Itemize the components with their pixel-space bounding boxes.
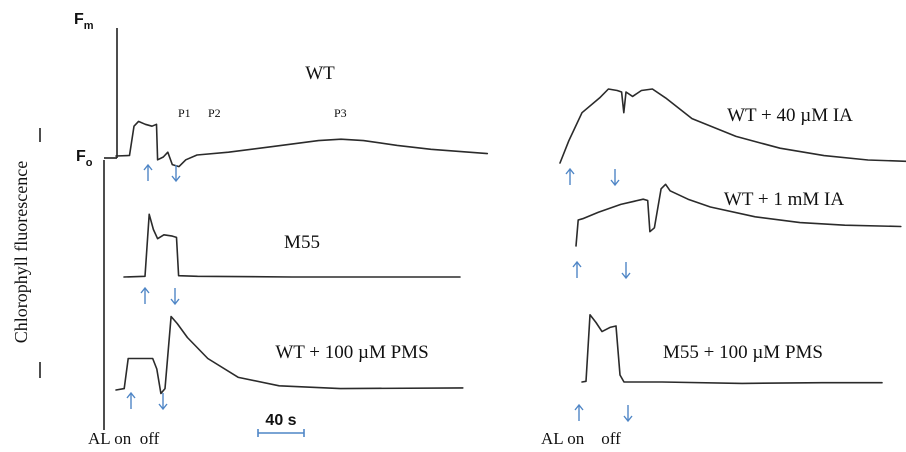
light-label-left: AL on off bbox=[88, 429, 160, 448]
light-off-arrow-m55-pms bbox=[623, 405, 633, 423]
peak-label-p3: P3 bbox=[334, 106, 347, 120]
fo-label: Fo bbox=[76, 148, 93, 169]
trace-m55 bbox=[123, 213, 461, 278]
light-off-arrow-wt-1mia bbox=[621, 262, 631, 280]
trace-wt-pms bbox=[115, 315, 464, 395]
trace-wt-40ia bbox=[559, 88, 906, 164]
light-on-arrow-wt bbox=[143, 163, 153, 181]
peak-label-p1: P1 bbox=[178, 106, 191, 120]
trace-wt bbox=[115, 120, 489, 168]
panel-title-m55-pms: M55 + 100 µM PMS bbox=[663, 342, 823, 363]
arrows-layer bbox=[126, 163, 633, 423]
scale-bar-label: 40 s bbox=[265, 412, 296, 429]
light-on-arrow-wt-40ia bbox=[565, 167, 575, 185]
light-off-arrow-m55 bbox=[170, 288, 180, 306]
light-on-arrow-m55-pms bbox=[574, 403, 584, 421]
y-axis-label: Chlorophyll fluorescence bbox=[11, 161, 31, 343]
fm-label: Fm bbox=[74, 11, 94, 32]
panel-title-wt: WT bbox=[305, 63, 335, 84]
light-off-arrow-wt-pms bbox=[158, 393, 168, 411]
peak-label-p2: P2 bbox=[208, 106, 221, 120]
light-off-arrow-wt bbox=[171, 165, 181, 183]
light-off-arrow-wt-40ia bbox=[610, 169, 620, 187]
light-label-right: AL on off bbox=[541, 429, 621, 448]
light-on-arrow-wt-pms bbox=[126, 391, 136, 409]
light-on-arrow-wt-1mia bbox=[572, 260, 582, 278]
trace-wt-1mia bbox=[575, 183, 902, 247]
panel-title-m55: M55 bbox=[284, 232, 320, 253]
panel-title-wt-1mia: WT + 1 mM IA bbox=[724, 189, 844, 210]
panel-title-wt-40ia: WT + 40 µM IA bbox=[727, 105, 853, 126]
light-on-arrow-m55 bbox=[140, 286, 150, 304]
panel-title-wt-pms: WT + 100 µM PMS bbox=[275, 342, 428, 363]
trace-m55-pms bbox=[581, 314, 883, 385]
